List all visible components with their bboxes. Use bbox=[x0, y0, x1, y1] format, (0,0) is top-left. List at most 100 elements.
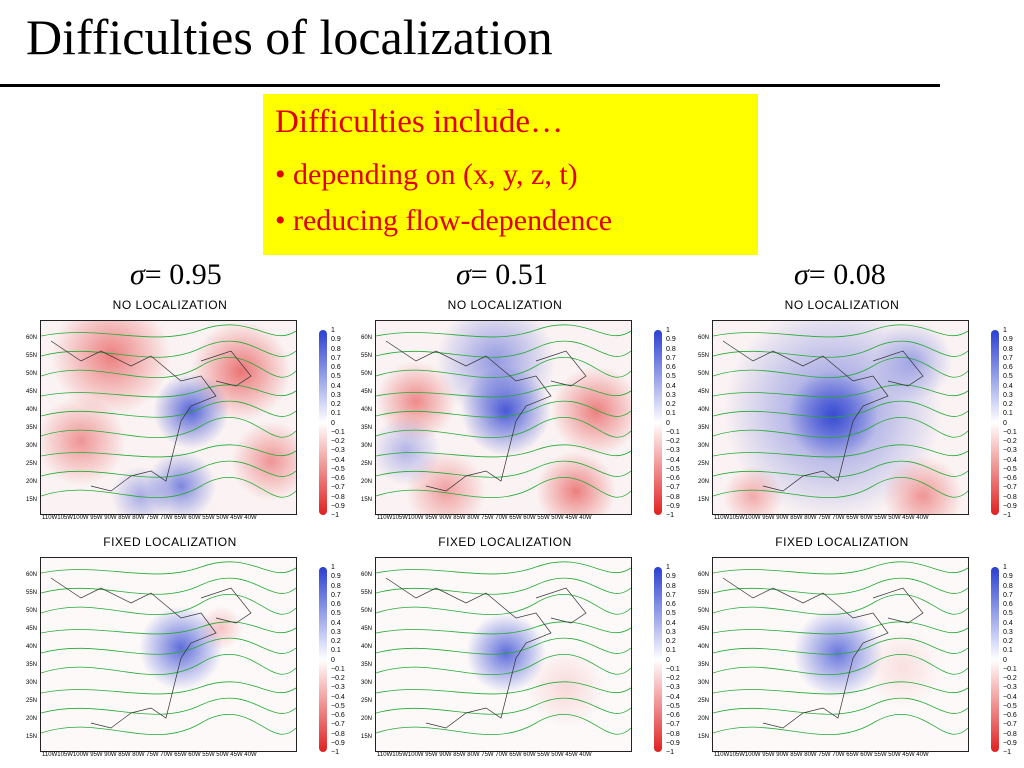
colorbar-tick-label: 0.7 bbox=[666, 354, 676, 362]
colorbar-tick-label: 0.2 bbox=[666, 401, 676, 408]
colorbar-tick-label: −0.2 bbox=[1003, 675, 1017, 682]
correlation-blob bbox=[551, 366, 631, 456]
colorbar-tick-label: 0.7 bbox=[331, 354, 341, 362]
contour-line bbox=[713, 654, 968, 676]
colorbar-tick-label: 0.7 bbox=[1003, 354, 1013, 362]
note-bullet-1: • depending on (x, y, z, t) bbox=[275, 158, 578, 191]
lat-tick-label: 30N bbox=[361, 443, 373, 449]
lat-tick-label: 15N bbox=[361, 734, 373, 740]
correlation-blob bbox=[111, 466, 171, 514]
lat-tick-label: 30N bbox=[698, 443, 710, 449]
colorbar-tick-label: 0 bbox=[1003, 656, 1007, 664]
correlation-blob bbox=[788, 371, 878, 461]
colorbar-tick-label: −0.8 bbox=[331, 493, 345, 501]
colorbar bbox=[654, 567, 662, 752]
lon-tick-labels: 110W105W100W 95W 90W 85W 80W 75W 70W 65W… bbox=[42, 515, 257, 521]
colorbar-tick-label: −1 bbox=[1003, 512, 1011, 519]
colorbar-tick-label: 0.6 bbox=[1003, 601, 1013, 608]
correlation-blob bbox=[231, 421, 296, 501]
colorbar-tick-label: 0.9 bbox=[666, 573, 676, 581]
lat-tick-label: 60N bbox=[361, 335, 373, 341]
colorbar-tick-label: 0.2 bbox=[331, 401, 341, 408]
contour-line bbox=[713, 324, 968, 338]
colorbar-tick-label: 0.8 bbox=[331, 582, 341, 590]
contour-line bbox=[713, 637, 968, 655]
colorbar-tick-label: 0.1 bbox=[331, 647, 341, 655]
colorbar-tick-label: 0.5 bbox=[1003, 373, 1013, 381]
colorbar-tick-label: −0.5 bbox=[331, 702, 345, 710]
lat-tick-label: 35N bbox=[26, 662, 38, 668]
lon-tick-labels: 110W105W100W 95W 90W 85W 80W 75W 70W 65W… bbox=[714, 515, 929, 521]
lat-tick-label: 30N bbox=[361, 680, 373, 686]
lat-tick-label: 45N bbox=[361, 626, 373, 632]
colorbar-tick-label: 0.4 bbox=[1003, 382, 1013, 390]
contour-line bbox=[713, 384, 968, 398]
lat-tick-label: 55N bbox=[698, 590, 710, 596]
contour-line bbox=[713, 577, 968, 595]
colorbar-tick-label: 0.4 bbox=[331, 382, 341, 390]
lat-tick-label: 15N bbox=[698, 497, 710, 503]
panel-title: NO LOCALIZATION bbox=[447, 298, 563, 312]
colorbar-tick-label: 0.9 bbox=[666, 336, 676, 344]
colorbar-tick-label: 0.3 bbox=[331, 628, 341, 636]
colorbar-tick-label: 0.5 bbox=[331, 373, 341, 381]
colorbar-tick-label: −1 bbox=[331, 749, 339, 756]
title-divider bbox=[0, 84, 940, 87]
colorbar-tick-label: −0.1 bbox=[666, 665, 680, 673]
contour-line bbox=[713, 444, 968, 458]
colorbar-tick-label: −1 bbox=[666, 512, 674, 519]
colorbar-tick-label: 0.3 bbox=[1003, 391, 1013, 399]
colorbar-tick-label: −0.9 bbox=[1003, 739, 1017, 747]
colorbar-tick-label: −0.4 bbox=[331, 456, 345, 464]
lat-tick-label: 30N bbox=[698, 680, 710, 686]
colorbar-tick-label: −0.7 bbox=[331, 721, 345, 729]
lat-tick-label: 55N bbox=[698, 353, 710, 359]
colorbar-tick-label: −1 bbox=[331, 512, 339, 519]
colorbar-tick-label: −0.8 bbox=[1003, 730, 1017, 738]
lon-tick-labels: 110W105W100W 95W 90W 85W 80W 75W 70W 65W… bbox=[42, 752, 257, 758]
contour-line bbox=[376, 417, 631, 439]
colorbar-tick-label: −0.3 bbox=[666, 684, 680, 692]
colorbar-tick-label: 0.1 bbox=[331, 410, 341, 418]
colorbar-tick-label: 0.2 bbox=[1003, 638, 1013, 645]
coastline bbox=[50, 340, 252, 492]
colorbar-tick-label: 0.5 bbox=[331, 610, 341, 618]
colorbar bbox=[991, 330, 999, 515]
colorbar-tick-label: −0.2 bbox=[1003, 438, 1017, 445]
colorbar-tick-label: −0.3 bbox=[1003, 684, 1017, 692]
colorbar-tick-label: −0.6 bbox=[1003, 475, 1017, 482]
lat-tick-label: 55N bbox=[361, 590, 373, 596]
colorbar-tick-label: −0.3 bbox=[666, 447, 680, 455]
colorbar-tick-label: −0.2 bbox=[331, 675, 345, 682]
lat-tick-label: 50N bbox=[361, 608, 373, 614]
colorbar-tick-label: −0.7 bbox=[666, 484, 680, 492]
slide-title: Difficulties of localization bbox=[26, 9, 553, 65]
contour-line bbox=[713, 357, 968, 379]
colorbar-tick-label: 0.9 bbox=[331, 573, 341, 581]
contour-line bbox=[376, 697, 631, 715]
lat-tick-label: 35N bbox=[361, 425, 373, 431]
contour-line bbox=[713, 594, 968, 616]
colorbar-tick-label: −0.1 bbox=[1003, 665, 1017, 673]
colorbar-tick-label: 0.9 bbox=[1003, 336, 1013, 344]
colorbar-tick-label: 0 bbox=[666, 419, 670, 427]
contour-line bbox=[713, 417, 968, 439]
lat-tick-label: 30N bbox=[26, 443, 38, 449]
correlation-blob bbox=[41, 396, 126, 486]
contour-line bbox=[41, 654, 296, 676]
coastline bbox=[385, 577, 587, 729]
colorbar-tick-label: −0.8 bbox=[331, 730, 345, 738]
colorbar-tick-label: −0.7 bbox=[1003, 484, 1017, 492]
colorbar-tick-label: 0.4 bbox=[331, 619, 341, 627]
lat-tick-label: 55N bbox=[26, 353, 38, 359]
colorbar-tick-label: 0.6 bbox=[666, 364, 676, 371]
sigma-label-1: σ= 0.95 bbox=[130, 258, 222, 291]
colorbar-tick-label: 0.2 bbox=[331, 638, 341, 645]
lat-tick-label: 15N bbox=[361, 497, 373, 503]
colorbar-tick-label: −0.2 bbox=[666, 438, 680, 445]
colorbar-tick-label: −1 bbox=[666, 749, 674, 756]
colorbar-tick-label: −0.5 bbox=[1003, 702, 1017, 710]
colorbar-tick-label: 0.8 bbox=[1003, 582, 1013, 590]
contour-line bbox=[41, 594, 296, 616]
lat-tick-label: 25N bbox=[698, 461, 710, 467]
